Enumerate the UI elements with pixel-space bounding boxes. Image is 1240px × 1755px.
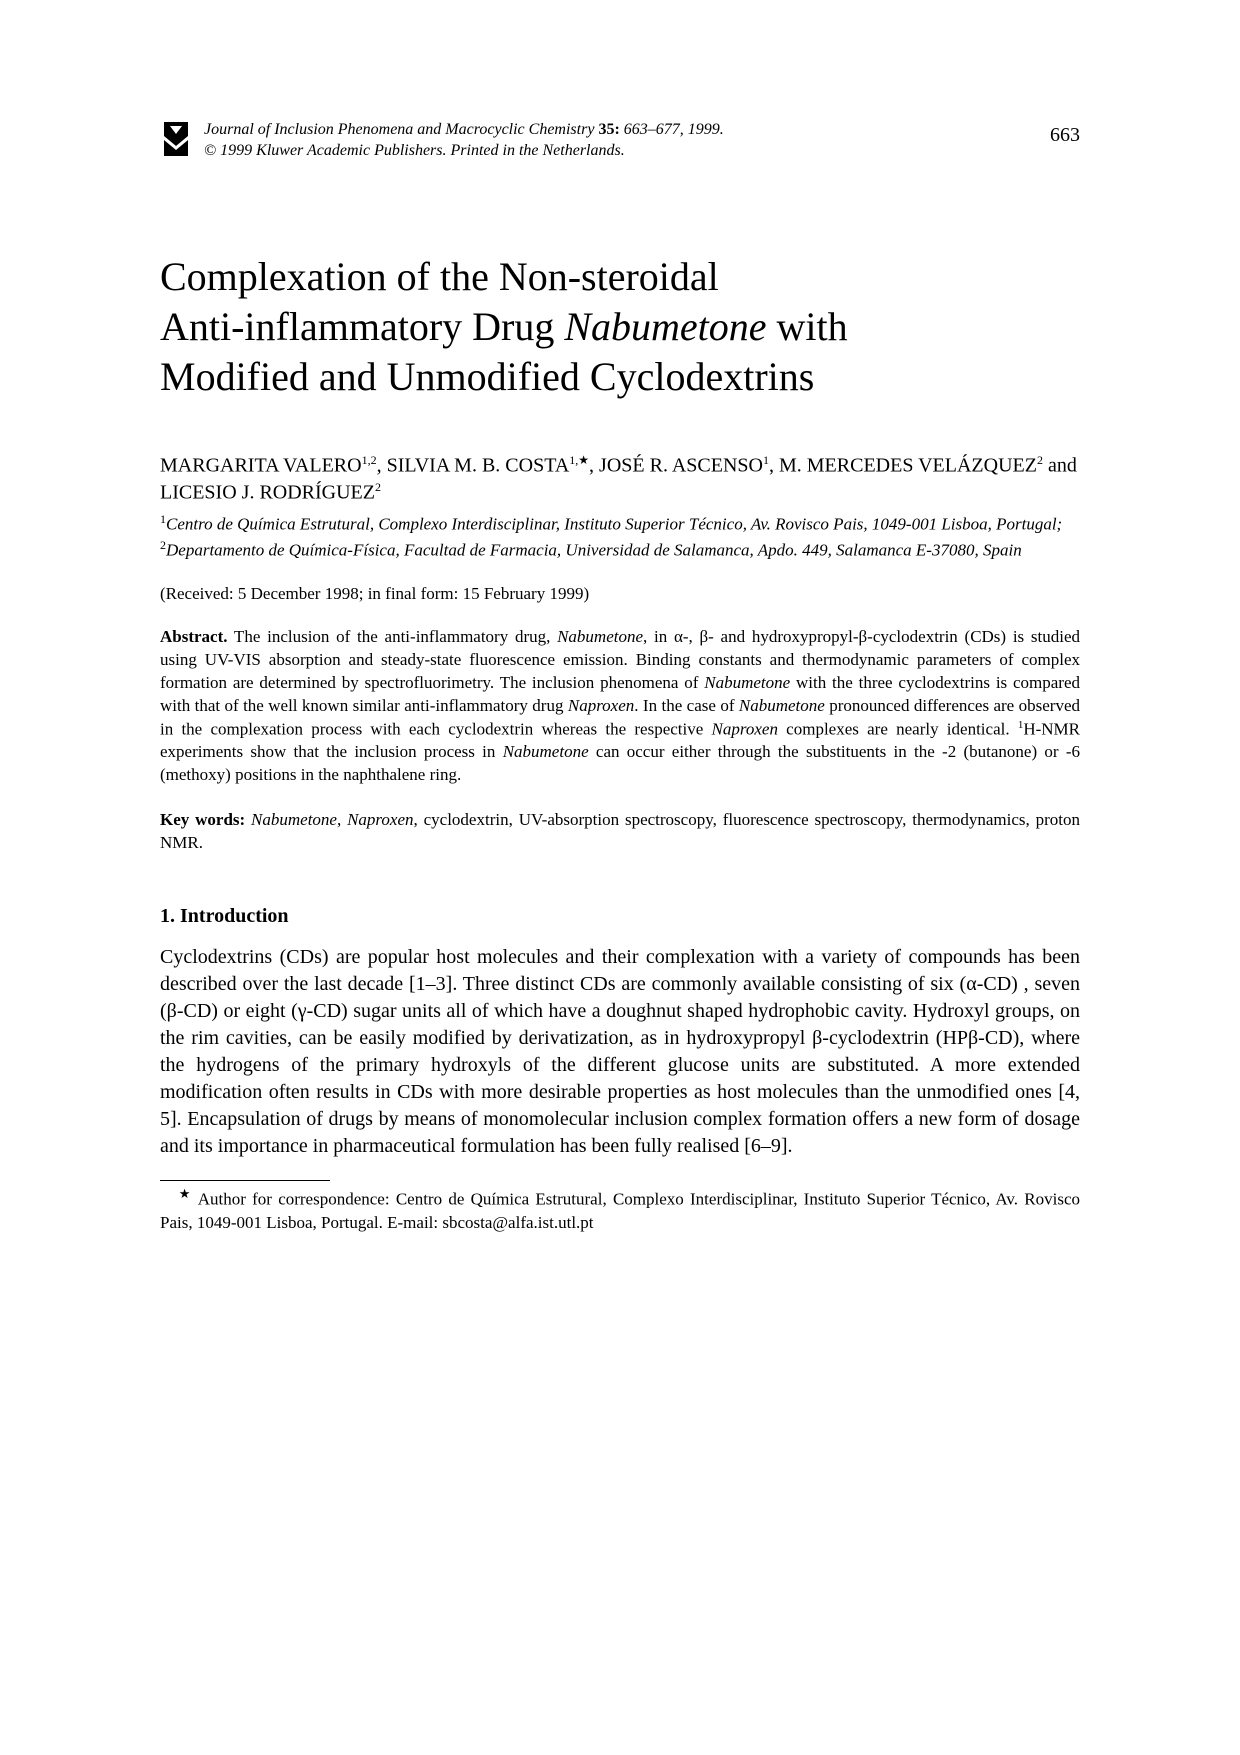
abstract-i2: Nabumetone — [704, 673, 790, 692]
keywords-i1: Nabumetone — [245, 810, 337, 829]
author-2-affil: 1, — [569, 453, 578, 467]
abstract-i3: Naproxen — [568, 696, 634, 715]
author-1-affil: 1,2 — [362, 453, 377, 467]
authors-list: MARGARITA VALERO1,2, SILVIA M. B. COSTA1… — [160, 452, 1080, 507]
copyright-line: © 1999 Kluwer Academic Publishers. Print… — [204, 141, 724, 162]
keywords-label: Key words: — [160, 810, 245, 829]
abstract-i5: Naproxen — [712, 720, 778, 739]
title-line2-post: with — [767, 304, 848, 349]
publisher-logo — [160, 120, 192, 158]
author-4-pre: , M. MERCEDES VELÁZQUEZ — [769, 454, 1037, 476]
journal-pages: 663–677, 1999. — [620, 121, 724, 138]
title-line1: Complexation of the Non-steroidal — [160, 254, 719, 299]
title-line3: Modified and Unmodified Cyclodextrins — [160, 354, 814, 399]
corresponding-star: ★ — [578, 453, 589, 467]
author-5-affil: 2 — [375, 480, 381, 494]
header-left: Journal of Inclusion Phenomena and Macro… — [160, 120, 724, 162]
journal-name: Journal of Inclusion Phenomena and Macro… — [204, 121, 594, 138]
section-heading: 1. Introduction — [160, 905, 1080, 928]
title-drug-name: Nabumetone — [564, 304, 766, 349]
abstract: Abstract. The inclusion of the anti-infl… — [160, 626, 1080, 787]
abstract-i6: Nabumetone — [503, 742, 589, 761]
page-header: Journal of Inclusion Phenomena and Macro… — [160, 120, 1080, 162]
abstract-label: Abstract. — [160, 627, 228, 646]
keywords: Key words: Nabumetone, Naproxen, cyclode… — [160, 809, 1080, 855]
author-1: MARGARITA VALERO — [160, 454, 362, 476]
abstract-t4: . In the case of — [634, 696, 739, 715]
footnote-rule — [160, 1180, 330, 1181]
corresponding-footnote: ★ Author for correspondence: Centro de Q… — [160, 1185, 1080, 1235]
abstract-t1: The inclusion of the anti-inflammatory d… — [228, 627, 558, 646]
affil-1-text: Centro de Química Estrutural, Complexo I… — [166, 515, 1062, 534]
abstract-t6: complexes are nearly identical. — [778, 720, 1018, 739]
affil-2-text: Departamento de Química-Física, Facultad… — [166, 540, 1022, 559]
author-2-pre: , SILVIA M. B. COSTA — [377, 454, 570, 476]
received-dates: (Received: 5 December 1998; in final for… — [160, 584, 1080, 604]
affiliations: 1Centro de Química Estrutural, Complexo … — [160, 511, 1080, 562]
keywords-i2: Naproxen — [347, 810, 413, 829]
journal-volume: 35: — [598, 121, 619, 138]
journal-citation: Journal of Inclusion Phenomena and Macro… — [204, 120, 724, 141]
page-number: 663 — [1050, 124, 1080, 147]
title-line2-pre: Anti-inflammatory Drug — [160, 304, 564, 349]
footnote-text: Author for correspondence: Centro de Quí… — [160, 1190, 1080, 1232]
footnote-star: ★ — [179, 1186, 193, 1201]
abstract-i4: Nabumetone — [739, 696, 825, 715]
keywords-t1: , — [337, 810, 347, 829]
abstract-i1: Nabumetone — [557, 627, 643, 646]
journal-info: Journal of Inclusion Phenomena and Macro… — [204, 120, 724, 162]
introduction-body: Cyclodextrins (CDs) are popular host mol… — [160, 944, 1080, 1160]
author-3-pre: , JOSÉ R. ASCENSO — [589, 454, 763, 476]
article-title: Complexation of the Non-steroidal Anti-i… — [160, 252, 1080, 402]
